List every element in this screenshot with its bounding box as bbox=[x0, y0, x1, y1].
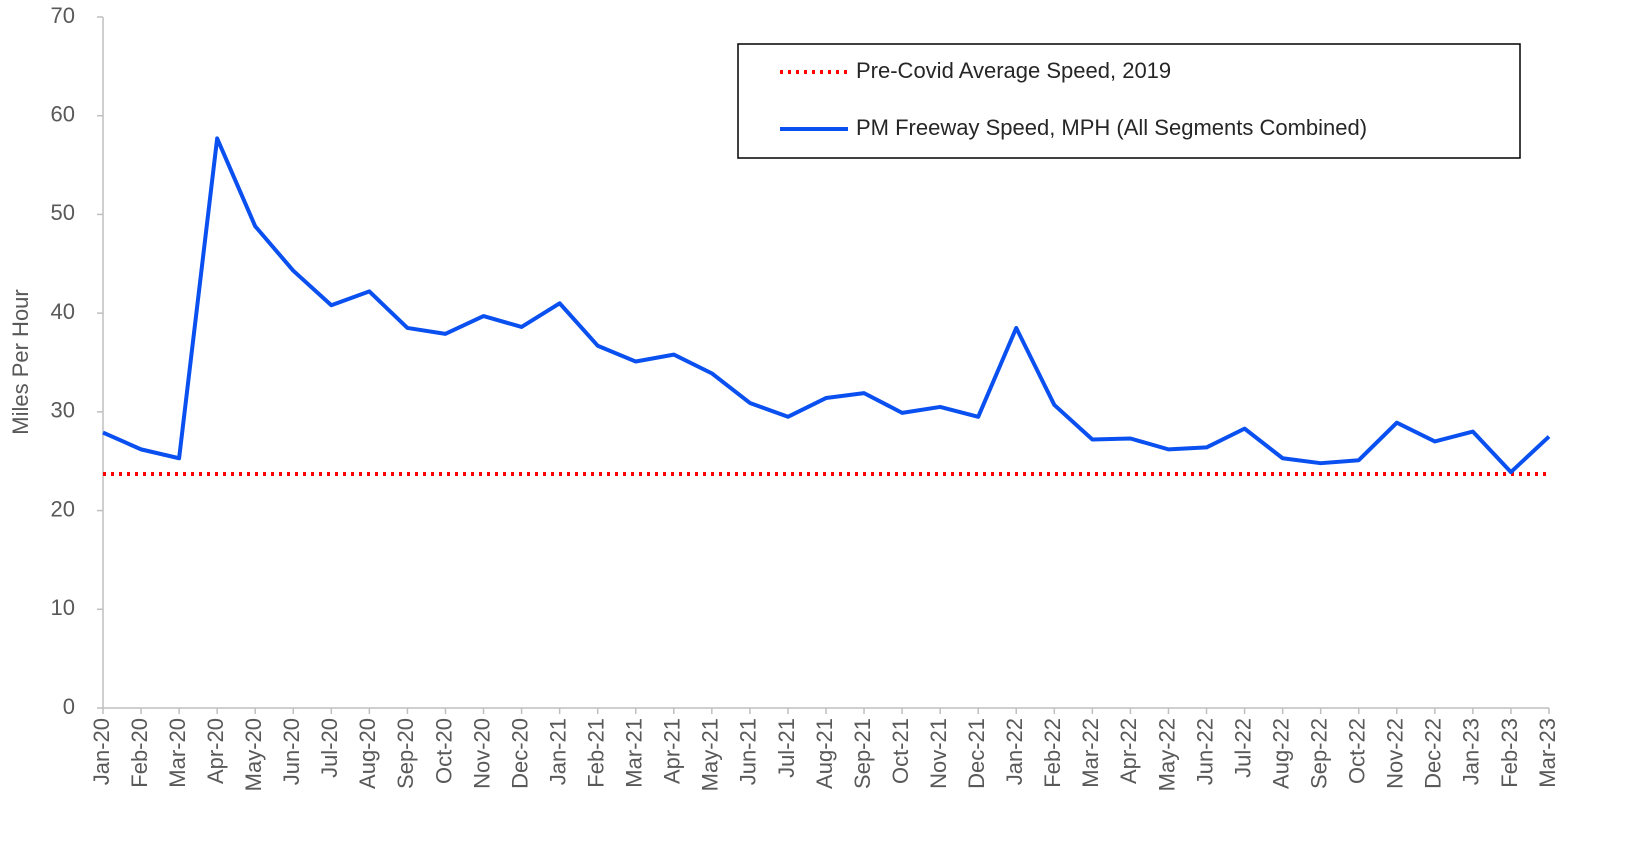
x-tick-label: Feb-21 bbox=[583, 718, 608, 788]
y-tick-label: 30 bbox=[51, 398, 75, 423]
y-tick-label: 10 bbox=[51, 595, 75, 620]
x-tick-label: Feb-20 bbox=[127, 718, 152, 788]
x-tick-label: Oct-20 bbox=[431, 718, 456, 784]
x-tick-label: Feb-22 bbox=[1040, 718, 1065, 788]
x-tick-label: May-21 bbox=[698, 718, 723, 791]
x-tick-label: Jul-21 bbox=[774, 718, 799, 778]
x-tick-label: Aug-20 bbox=[355, 718, 380, 789]
x-tick-label: Jan-20 bbox=[89, 718, 114, 785]
y-tick-label: 40 bbox=[51, 299, 75, 324]
x-tick-label: Aug-21 bbox=[812, 718, 837, 789]
x-tick-label: Jul-20 bbox=[317, 718, 342, 778]
x-tick-label: Mar-21 bbox=[622, 718, 647, 788]
x-tick-label: Jun-21 bbox=[736, 718, 761, 785]
legend-box bbox=[737, 43, 1521, 159]
y-tick-label: 50 bbox=[51, 200, 75, 225]
x-tick-label: Jun-20 bbox=[279, 718, 304, 785]
series-line bbox=[102, 136, 1551, 475]
y-axis-title: Miles Per Hour bbox=[8, 289, 33, 434]
x-tick-label: Dec-20 bbox=[507, 718, 532, 789]
x-tick-label: Apr-21 bbox=[660, 718, 685, 784]
x-tick-label: May-22 bbox=[1154, 718, 1179, 791]
x-tick-label: Jul-22 bbox=[1230, 718, 1255, 778]
x-tick-label: Jan-21 bbox=[545, 718, 570, 785]
x-tick-label: Jun-22 bbox=[1192, 718, 1217, 785]
legend-label: Pre-Covid Average Speed, 2019 bbox=[856, 58, 1171, 83]
x-tick-label: Nov-22 bbox=[1383, 718, 1408, 789]
x-tick-label: Dec-22 bbox=[1421, 718, 1446, 789]
x-tick-label: Mar-22 bbox=[1078, 718, 1103, 788]
x-tick-label: Oct-21 bbox=[888, 718, 913, 784]
x-tick-label: Nov-20 bbox=[469, 718, 494, 789]
x-tick-label: Apr-22 bbox=[1116, 718, 1141, 784]
x-tick-label: Apr-20 bbox=[203, 718, 228, 784]
x-tick-label: Sep-20 bbox=[393, 718, 418, 789]
x-tick-label: Aug-22 bbox=[1268, 718, 1293, 789]
y-tick-label: 60 bbox=[51, 102, 75, 127]
x-tick-label: Mar-23 bbox=[1535, 718, 1560, 788]
x-tick-label: Sep-22 bbox=[1306, 718, 1331, 789]
x-tick-label: Oct-22 bbox=[1345, 718, 1370, 784]
x-tick-label: May-20 bbox=[241, 718, 266, 791]
x-tick-label: Nov-21 bbox=[926, 718, 951, 789]
x-tick-label: Jan-23 bbox=[1459, 718, 1484, 785]
x-tick-label: Mar-20 bbox=[165, 718, 190, 788]
y-tick-label: 70 bbox=[51, 3, 75, 28]
x-tick-label: Feb-23 bbox=[1497, 718, 1522, 788]
y-tick-label: 0 bbox=[63, 694, 75, 719]
x-tick-label: Sep-21 bbox=[850, 718, 875, 789]
legend-label: PM Freeway Speed, MPH (All Segments Comb… bbox=[856, 115, 1367, 140]
y-tick-label: 20 bbox=[51, 496, 75, 521]
x-tick-label: Dec-21 bbox=[964, 718, 989, 789]
x-tick-label: Jan-22 bbox=[1002, 718, 1027, 785]
